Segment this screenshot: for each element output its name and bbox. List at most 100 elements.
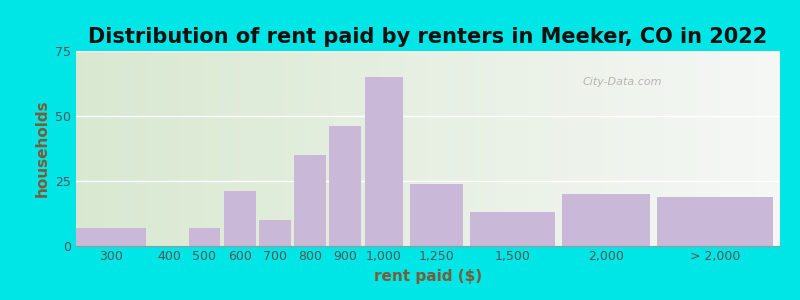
Bar — [86, 51, 90, 246]
Bar — [128, 51, 132, 246]
Bar — [226, 51, 231, 246]
Bar — [395, 51, 400, 246]
Bar — [522, 51, 526, 246]
Bar — [222, 51, 226, 246]
Bar — [550, 51, 554, 246]
Bar — [677, 51, 682, 246]
Bar — [616, 51, 621, 246]
Bar — [682, 51, 686, 246]
Bar — [700, 51, 705, 246]
Bar — [644, 51, 649, 246]
Bar — [325, 51, 330, 246]
Bar — [132, 51, 137, 246]
Bar — [602, 51, 606, 246]
Bar — [390, 51, 395, 246]
Bar — [503, 51, 508, 246]
Bar — [562, 194, 650, 246]
Bar — [564, 51, 569, 246]
Bar — [695, 51, 700, 246]
Bar — [587, 51, 592, 246]
Bar — [597, 51, 602, 246]
Bar — [662, 51, 667, 246]
Bar — [658, 51, 662, 246]
Bar — [386, 51, 390, 246]
Bar — [569, 51, 574, 246]
Bar — [423, 51, 428, 246]
Bar — [484, 51, 489, 246]
Bar — [639, 51, 644, 246]
Bar — [353, 51, 358, 246]
Bar — [513, 51, 517, 246]
Bar — [508, 51, 513, 246]
Bar — [250, 51, 254, 246]
Bar — [719, 51, 724, 246]
Bar — [583, 51, 587, 246]
Bar — [410, 184, 463, 246]
Bar — [142, 51, 146, 246]
Bar — [254, 51, 259, 246]
Bar — [278, 51, 282, 246]
Bar — [189, 228, 220, 246]
Bar — [109, 51, 114, 246]
Bar — [438, 51, 442, 246]
Bar — [762, 51, 766, 246]
Bar — [217, 51, 222, 246]
Bar — [240, 51, 245, 246]
Bar — [156, 51, 161, 246]
Bar — [189, 51, 194, 246]
Bar — [559, 51, 564, 246]
Bar — [372, 51, 376, 246]
Bar — [446, 51, 451, 246]
Bar — [202, 51, 207, 246]
Bar — [179, 51, 184, 246]
Bar — [76, 51, 81, 246]
Bar — [123, 51, 128, 246]
Bar — [428, 51, 433, 246]
Bar — [231, 51, 235, 246]
Bar — [348, 51, 353, 246]
Bar — [738, 51, 742, 246]
Bar — [606, 51, 611, 246]
Bar — [330, 51, 334, 246]
Bar — [365, 77, 403, 246]
Bar — [264, 51, 269, 246]
Bar — [315, 51, 320, 246]
Bar — [456, 51, 461, 246]
Bar — [334, 51, 339, 246]
Bar — [705, 51, 710, 246]
Bar — [114, 51, 118, 246]
Bar — [466, 51, 470, 246]
Bar — [339, 51, 343, 246]
Bar — [621, 51, 625, 246]
Bar — [198, 51, 202, 246]
Bar — [649, 51, 654, 246]
Bar — [611, 51, 616, 246]
Bar — [554, 51, 559, 246]
Bar — [259, 220, 290, 246]
Bar — [517, 51, 522, 246]
Bar — [654, 51, 658, 246]
Bar — [418, 51, 423, 246]
Bar — [405, 51, 410, 246]
Bar — [302, 51, 306, 246]
Bar — [292, 51, 297, 246]
Bar — [752, 51, 757, 246]
Bar — [235, 51, 240, 246]
Bar — [184, 51, 189, 246]
Bar — [592, 51, 597, 246]
Bar — [742, 51, 747, 246]
Bar — [287, 51, 292, 246]
Bar — [546, 51, 550, 246]
Bar — [90, 51, 94, 246]
X-axis label: rent paid ($): rent paid ($) — [374, 269, 482, 284]
Bar — [400, 51, 405, 246]
Bar — [686, 51, 691, 246]
Bar — [170, 51, 174, 246]
Bar — [367, 51, 372, 246]
Bar — [273, 51, 278, 246]
Bar — [99, 51, 104, 246]
Bar — [118, 51, 123, 246]
Bar — [574, 51, 578, 246]
Bar — [358, 51, 362, 246]
Bar — [174, 51, 179, 246]
